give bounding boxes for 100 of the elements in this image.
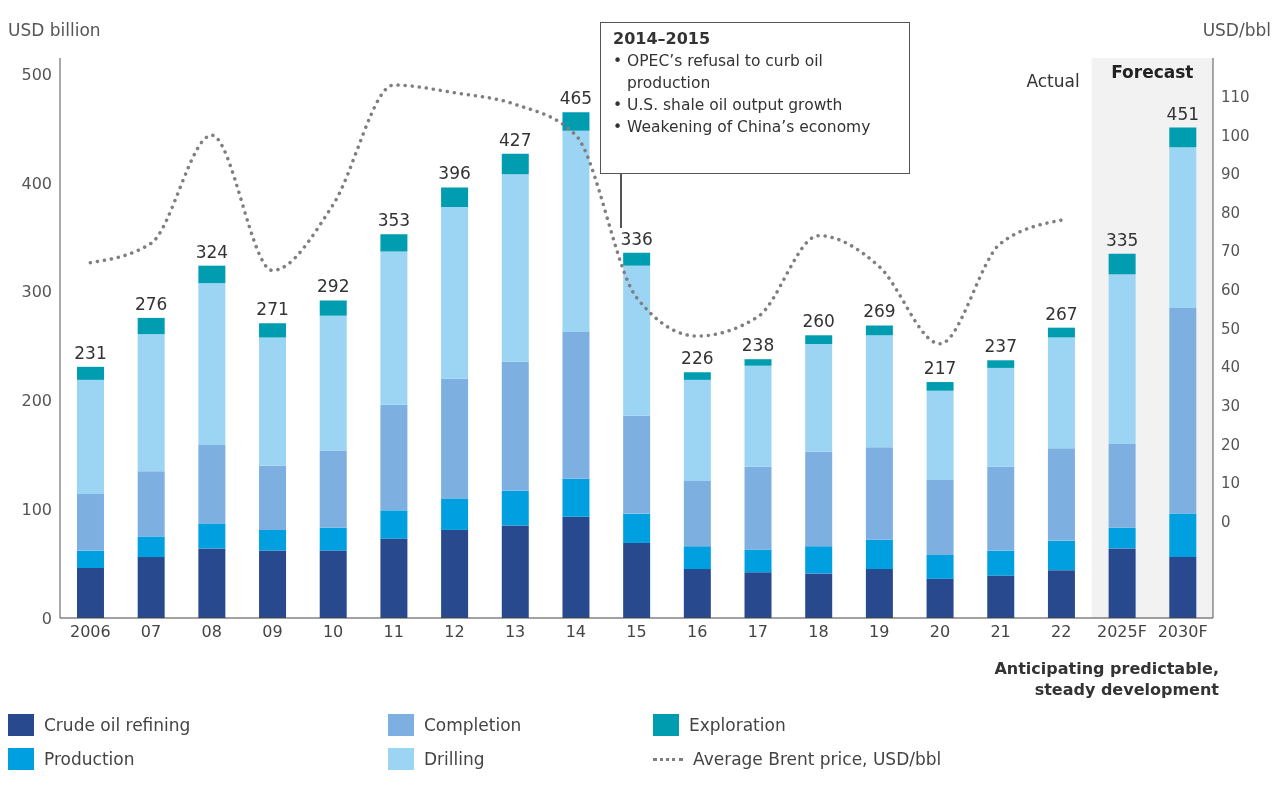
bar — [501, 490, 529, 526]
bar — [744, 572, 772, 618]
bar — [380, 404, 408, 511]
x-tick-label: 22 — [1051, 622, 1072, 642]
total-label: 353 — [377, 210, 411, 231]
bar — [1047, 570, 1075, 618]
y2-tick-label: 10 — [1221, 474, 1241, 493]
bar — [1047, 448, 1075, 541]
total-label: 267 — [1045, 303, 1078, 324]
bar — [137, 557, 165, 618]
bar — [683, 372, 711, 380]
bar — [76, 567, 104, 618]
bar — [1169, 557, 1197, 618]
bar — [380, 234, 408, 252]
x-tick-label: 2030F — [1157, 622, 1208, 642]
y2-axis-title: USD/bbl — [1202, 20, 1271, 40]
bar — [1169, 127, 1197, 148]
total-label: 231 — [74, 342, 107, 363]
bar — [198, 548, 226, 618]
text: Anticipating predictable, steady development — [993, 658, 1219, 700]
bar — [805, 335, 833, 344]
bar — [987, 466, 1015, 551]
total-label: 324 — [195, 241, 229, 262]
y-tick-label: 300 — [21, 282, 52, 302]
legend-label: Production — [44, 749, 135, 769]
y2-tick-label: 80 — [1221, 203, 1241, 222]
bar — [76, 494, 104, 551]
bar — [623, 252, 651, 266]
total-label: 336 — [620, 228, 653, 249]
bar — [623, 542, 651, 618]
bar — [137, 536, 165, 558]
bar — [865, 447, 893, 540]
bar — [441, 529, 469, 618]
x-tick-label: 17 — [747, 622, 769, 642]
legend-label: Completion — [424, 715, 522, 735]
annotation: • Weakening of China’s economy — [613, 117, 872, 138]
bar — [380, 538, 408, 618]
y2-tick-label: 70 — [1221, 242, 1241, 261]
bar — [198, 523, 226, 549]
bar — [744, 365, 772, 467]
x-tick-label: 11 — [383, 622, 404, 642]
bar — [562, 516, 590, 618]
bar — [198, 283, 226, 446]
x-tick-label: 15 — [626, 622, 647, 642]
bar — [744, 549, 772, 573]
bar — [259, 550, 287, 618]
bar — [926, 479, 954, 555]
annotation: Actual — [1026, 71, 1080, 91]
bar — [865, 325, 893, 336]
bar — [926, 578, 954, 618]
legend-label: Exploration — [689, 715, 786, 735]
bar — [805, 451, 833, 547]
bar — [987, 367, 1015, 467]
bar — [319, 550, 347, 618]
total-label: 335 — [1105, 229, 1139, 250]
total-label: 292 — [317, 276, 350, 297]
bar — [1047, 337, 1075, 449]
bar — [1169, 308, 1197, 514]
total-label: 396 — [438, 163, 471, 184]
total-label: 276 — [134, 293, 168, 314]
bar — [1108, 274, 1136, 445]
y2-tick-label: 20 — [1221, 435, 1241, 454]
x-tick-label: 08 — [201, 622, 222, 642]
bar — [1108, 444, 1136, 528]
bar — [198, 265, 226, 284]
y2-tick-label: 30 — [1221, 396, 1241, 415]
y-tick-label: 0 — [41, 608, 52, 628]
bar — [562, 332, 590, 479]
bar — [441, 378, 469, 499]
bar — [744, 359, 772, 366]
bar — [805, 343, 833, 452]
bar — [865, 569, 893, 618]
x-tick-label: 21 — [990, 622, 1011, 642]
bar — [76, 366, 104, 380]
bar — [562, 478, 590, 517]
x-tick-label: 14 — [565, 622, 586, 642]
bar — [683, 546, 711, 570]
bar — [683, 569, 711, 618]
annotation: • U.S. shale oil output growth — [613, 95, 844, 116]
y-tick-label: 200 — [21, 391, 52, 411]
bar — [198, 445, 226, 524]
bar — [319, 315, 347, 451]
x-tick-label: 18 — [808, 622, 829, 642]
bar — [319, 450, 347, 528]
bar — [744, 466, 772, 550]
legend-label: Crude oil refining — [44, 715, 191, 735]
bar — [137, 317, 165, 335]
total-label: 269 — [863, 301, 896, 322]
bar — [380, 251, 408, 405]
bar — [987, 360, 1015, 368]
bar — [926, 554, 954, 579]
bar — [501, 153, 529, 175]
y2-tick-label: 0 — [1221, 512, 1231, 531]
y2-tick-label: 50 — [1221, 319, 1241, 338]
bar — [623, 265, 651, 416]
legend-label: Drilling — [424, 749, 485, 769]
bar — [987, 550, 1015, 576]
bar — [683, 379, 711, 481]
x-tick-label: 19 — [869, 622, 890, 642]
bar — [1108, 527, 1136, 549]
